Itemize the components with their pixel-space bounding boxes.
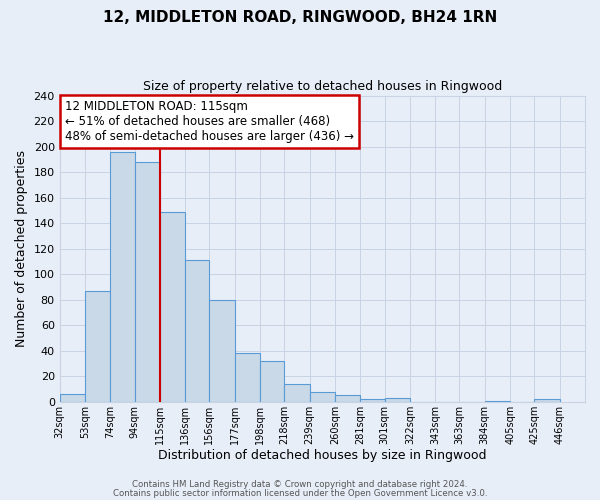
Text: 12 MIDDLETON ROAD: 115sqm
← 51% of detached houses are smaller (468)
48% of semi: 12 MIDDLETON ROAD: 115sqm ← 51% of detac… xyxy=(65,100,354,143)
Bar xyxy=(209,300,235,402)
X-axis label: Distribution of detached houses by size in Ringwood: Distribution of detached houses by size … xyxy=(158,450,487,462)
Bar xyxy=(110,152,134,402)
Bar xyxy=(385,398,410,402)
Text: Contains public sector information licensed under the Open Government Licence v3: Contains public sector information licen… xyxy=(113,488,487,498)
Bar xyxy=(361,399,385,402)
Text: 12, MIDDLETON ROAD, RINGWOOD, BH24 1RN: 12, MIDDLETON ROAD, RINGWOOD, BH24 1RN xyxy=(103,10,497,25)
Bar xyxy=(185,260,209,402)
Bar xyxy=(260,361,284,402)
Bar xyxy=(485,400,510,402)
Bar xyxy=(235,354,260,402)
Bar xyxy=(59,394,85,402)
Bar xyxy=(134,162,160,402)
Text: Contains HM Land Registry data © Crown copyright and database right 2024.: Contains HM Land Registry data © Crown c… xyxy=(132,480,468,489)
Bar xyxy=(85,291,110,402)
Bar xyxy=(534,399,560,402)
Bar xyxy=(160,212,185,402)
Bar xyxy=(284,384,310,402)
Bar xyxy=(310,392,335,402)
Bar xyxy=(335,396,361,402)
Y-axis label: Number of detached properties: Number of detached properties xyxy=(15,150,28,347)
Title: Size of property relative to detached houses in Ringwood: Size of property relative to detached ho… xyxy=(143,80,502,93)
